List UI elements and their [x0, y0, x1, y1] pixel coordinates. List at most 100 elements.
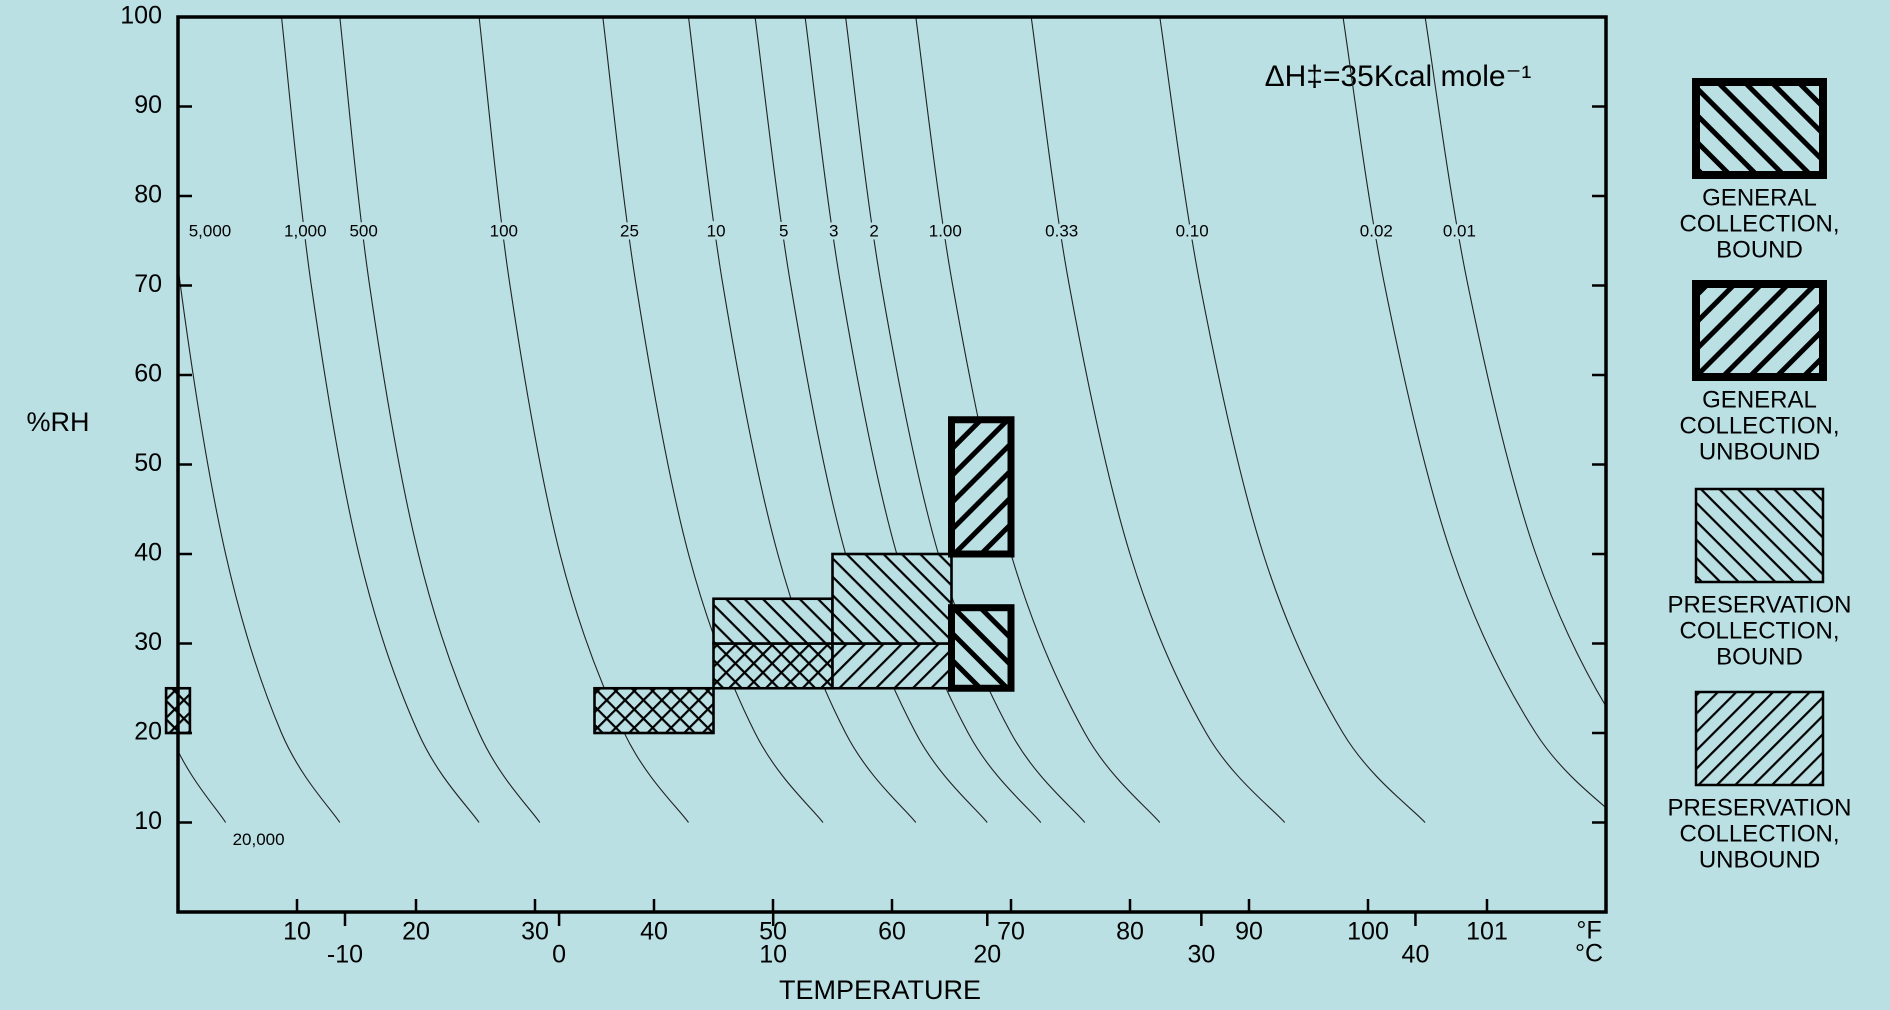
isoperm-label: 0.02 — [1360, 221, 1393, 240]
legend-label: GENERAL — [1702, 386, 1817, 413]
region-box — [948, 416, 1015, 558]
isoperm-label: 0.10 — [1176, 221, 1209, 240]
isoperm-curve — [845, 17, 1086, 823]
isoperm-curve — [478, 17, 689, 823]
legend-label: COLLECTION, — [1679, 820, 1839, 847]
isoperm-curve — [687, 17, 917, 823]
legend-label: PRESERVATION — [1667, 794, 1851, 821]
y-tick-label: 100 — [120, 2, 162, 30]
legend-label: PRESERVATION — [1667, 591, 1851, 618]
isoperm-curve — [339, 17, 541, 823]
hatch-fill — [951, 607, 1011, 689]
isoperm-label: 3 — [829, 221, 838, 240]
isoperm-group — [178, 17, 1606, 823]
x2-tick-label: 30 — [1187, 941, 1215, 969]
y-tick-label: 10 — [134, 807, 162, 835]
isoperm-curve — [1342, 17, 1606, 809]
x-tick-label: 60 — [878, 918, 906, 946]
isoperm-label: 10 — [707, 221, 726, 240]
storage-region — [831, 552, 953, 645]
isoperm-curve — [1159, 17, 1426, 823]
isoperm-curve — [1424, 17, 1606, 708]
hatch-fill — [951, 419, 1011, 554]
y-tick-label: 70 — [134, 270, 162, 298]
region-box — [593, 686, 715, 735]
legend-label: UNBOUND — [1699, 438, 1820, 465]
hatch-fill — [713, 598, 833, 644]
y-tick-label: 50 — [134, 449, 162, 477]
legend-label: BOUND — [1716, 236, 1803, 263]
isoperm-label: 5,000 — [189, 221, 232, 240]
isoperm-label: 20,000 — [233, 830, 285, 849]
x2-tick-label: 40 — [1402, 941, 1430, 969]
hatch-fill — [832, 643, 952, 689]
x-tick-label: 20 — [402, 918, 430, 946]
storage-region — [831, 642, 953, 690]
hatch-fill — [594, 688, 714, 733]
isoperm-curve — [804, 17, 1042, 823]
storage-region — [712, 642, 834, 690]
x-tick-label: 90 — [1235, 918, 1263, 946]
legend-label: COLLECTION, — [1679, 617, 1839, 644]
isoperm-label: 100 — [490, 221, 518, 240]
storage-region — [712, 597, 834, 645]
region-box — [948, 604, 1015, 692]
y-tick-label: 40 — [134, 539, 162, 567]
legend-swatch — [1694, 690, 1825, 787]
isoperm-label: 5 — [779, 221, 788, 240]
y-tick-label: 20 — [134, 718, 162, 746]
legend-label: COLLECTION, — [1679, 412, 1839, 439]
isoperm-label: 1.00 — [929, 221, 962, 240]
x-axis-label: TEMPERATURE — [779, 975, 981, 1005]
storage-region — [948, 416, 1015, 558]
storage-region — [948, 604, 1015, 692]
y-tick-label: 30 — [134, 628, 162, 656]
isoperm-curve — [1030, 17, 1286, 823]
legend-label: GENERAL — [1702, 184, 1817, 211]
hatch-fill — [832, 554, 952, 644]
legend-label: COLLECTION, — [1679, 210, 1839, 237]
x2-tick-label: 10 — [759, 941, 787, 969]
region-box — [831, 552, 953, 645]
x2-tick-label: 0 — [552, 941, 566, 969]
hatch-fill — [713, 643, 833, 689]
isoperm-label: 0.33 — [1045, 221, 1078, 240]
legend-swatch — [1692, 280, 1827, 381]
legend-label: BOUND — [1716, 643, 1803, 670]
y-tick-label: 60 — [134, 360, 162, 388]
legend-label: UNBOUND — [1699, 846, 1820, 873]
x-tick-label: 30 — [521, 918, 549, 946]
isoperm-label: 1,000 — [284, 221, 327, 240]
annotation: ΔH‡=35Kcal mole⁻¹ — [1265, 60, 1532, 93]
isoperm-label: 0.01 — [1443, 221, 1476, 240]
isoperm-curve — [754, 17, 988, 823]
isoperm-curve — [602, 17, 824, 823]
isoperm-label: 500 — [349, 221, 377, 240]
x-tick-label: 100 — [1347, 918, 1389, 946]
legend-swatch — [1694, 487, 1825, 584]
x2-tick-label: -10 — [327, 941, 363, 969]
x2-unit: °C — [1575, 940, 1603, 968]
x-tick-label: 10 — [283, 918, 311, 946]
isoperm-curve — [280, 17, 480, 823]
x-tick-label: 40 — [640, 918, 668, 946]
isoperm-label: 2 — [869, 221, 878, 240]
storage-region — [593, 686, 715, 735]
y-tick-label: 90 — [134, 91, 162, 119]
x-tick-label: 70 — [997, 918, 1025, 946]
x-tick-label: 80 — [1116, 918, 1144, 946]
x-tick-label: 101 — [1466, 918, 1508, 946]
isoperm-label: 25 — [620, 221, 639, 240]
isoperm-curve — [178, 262, 341, 823]
x-unit: °F — [1576, 917, 1601, 945]
y-axis-label: %RH — [26, 407, 89, 437]
legend-swatch — [1692, 78, 1827, 179]
y-tick-label: 80 — [134, 181, 162, 209]
x2-tick-label: 20 — [973, 941, 1001, 969]
